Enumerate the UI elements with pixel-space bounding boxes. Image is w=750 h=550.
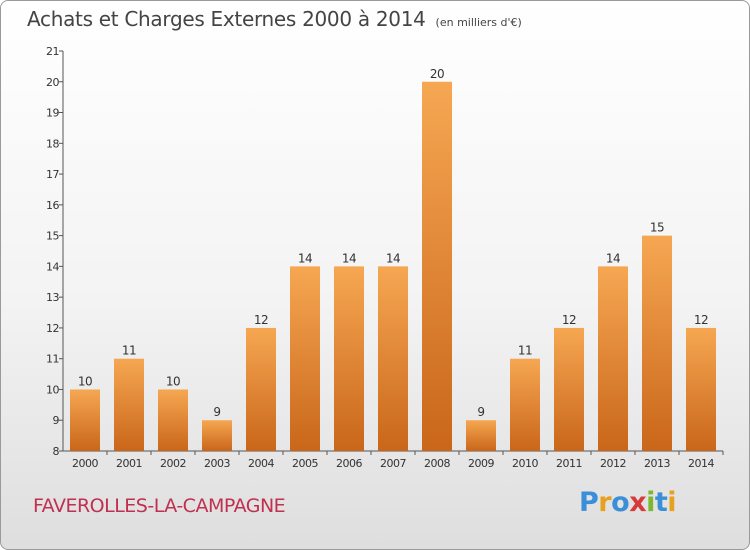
bar-2002: [158, 389, 188, 451]
bar-2012: [598, 266, 628, 451]
bar-2008: [422, 81, 452, 452]
data-label: 14: [298, 251, 312, 265]
x-tick-label: 2010: [512, 457, 538, 470]
x-tick-label: 2003: [204, 457, 230, 470]
data-label: 9: [477, 405, 484, 419]
y-tick-label: 12: [46, 322, 59, 335]
y-tick-label: 21: [46, 45, 59, 58]
x-tick-label: 2006: [336, 457, 362, 470]
y-tick-label: 13: [46, 291, 59, 304]
bar-2005: [290, 266, 320, 451]
logo-letter: o: [611, 487, 630, 518]
x-tick-label: 2013: [644, 457, 670, 470]
data-label: 14: [606, 251, 620, 265]
data-label: 12: [254, 313, 268, 327]
data-labels: 10 11 10 9 12 14 14 14 20 9 11 12 14 15 12: [78, 67, 709, 419]
data-label: 20: [430, 67, 444, 81]
bar-2004: [246, 327, 276, 451]
x-tick-label: 2007: [380, 457, 406, 470]
y-tick-label: 8: [53, 445, 60, 458]
y-tick-label: 16: [46, 199, 59, 212]
x-tick-label: 2004: [248, 457, 274, 470]
logo-letter: x: [629, 487, 647, 518]
chart-unit: (en milliers d'€): [435, 16, 522, 29]
bar-2003: [202, 420, 232, 451]
data-label: 10: [166, 374, 180, 388]
x-tick-label: 2002: [160, 457, 186, 470]
bar-2001: [114, 358, 144, 451]
logo-letter: P: [579, 487, 599, 518]
chart-title: Achats et Charges Externes 2000 à 2014 (e…: [27, 7, 522, 31]
bar-2013: [642, 235, 672, 451]
bar-2009: [466, 420, 496, 451]
y-tick-label: 11: [46, 353, 59, 366]
y-axis: 8 9 10 11 12 13 14 15 16 17 18 19 20 21: [46, 45, 64, 458]
data-label: 15: [650, 221, 664, 235]
y-tick-label: 20: [46, 76, 59, 89]
logo-letter: i: [646, 487, 655, 518]
x-axis: 2000 2001 2002 2003 2004 2005 2006 2007 2008 2009…: [63, 450, 724, 470]
data-label: 9: [213, 405, 220, 419]
data-label: 11: [518, 344, 532, 358]
y-tick-label: 10: [46, 383, 59, 396]
bar-2000: [70, 389, 100, 451]
data-label: 14: [386, 251, 400, 265]
x-tick-label: 2005: [292, 457, 318, 470]
x-tick-label: 2001: [116, 457, 142, 470]
x-tick-label: 2011: [556, 457, 582, 470]
bar-2006: [334, 266, 364, 451]
y-tick-label: 17: [46, 168, 59, 181]
data-label: 10: [78, 374, 92, 388]
proxiti-logo: Proxiti: [579, 487, 677, 518]
logo-letter: i: [667, 487, 677, 518]
y-tick-label: 18: [46, 137, 59, 150]
y-tick-label: 9: [53, 414, 60, 427]
y-tick-label: 19: [46, 107, 59, 120]
bars: [70, 81, 716, 452]
logo-letter: r: [598, 487, 612, 518]
commune-name: FAVEROLLES-LA-CAMPAGNE: [33, 495, 286, 517]
x-tick-label: 2008: [424, 457, 450, 470]
bar-2007: [378, 266, 408, 451]
data-label: 11: [122, 344, 136, 358]
data-label: 14: [342, 251, 356, 265]
bar-2011: [554, 327, 584, 451]
x-tick-label: 2009: [468, 457, 494, 470]
x-tick-label: 2012: [600, 457, 626, 470]
data-label: 12: [562, 313, 576, 327]
bar-2010: [510, 358, 540, 451]
y-tick-label: 15: [46, 230, 59, 243]
bar-2014: [686, 327, 716, 451]
data-label: 12: [694, 313, 708, 327]
x-tick-label: 2014: [688, 457, 714, 470]
y-tick-label: 14: [46, 260, 59, 273]
logo-letter: t: [654, 487, 668, 518]
x-tick-label: 2000: [72, 457, 98, 470]
chart-title-text: Achats et Charges Externes 2000 à 2014: [27, 7, 426, 31]
